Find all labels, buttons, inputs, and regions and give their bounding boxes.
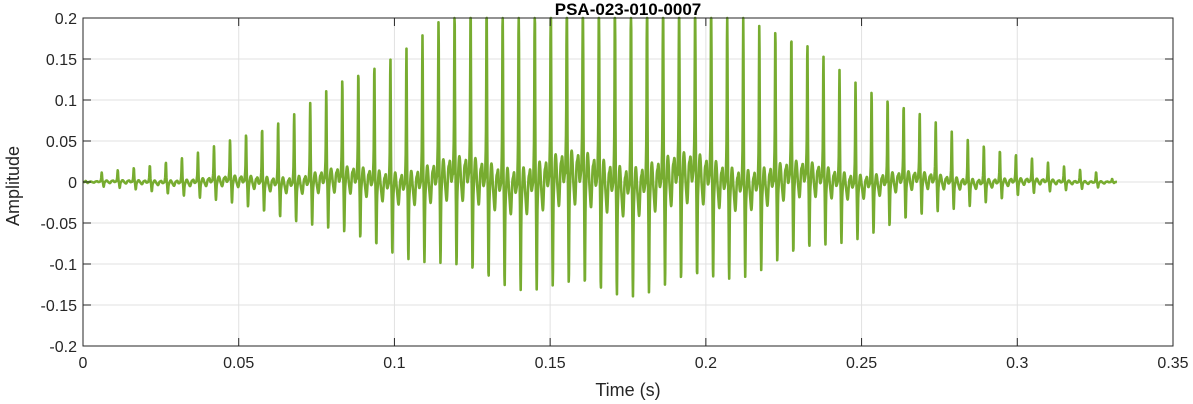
y-tick-label: -0.2: [49, 339, 77, 356]
x-tick-label: 0.15: [535, 355, 566, 372]
y-axis-label: Amplitude: [3, 146, 23, 226]
x-axis-label: Time (s): [595, 380, 660, 400]
series-layer: [81, 16, 1118, 298]
y-tick-label: 0: [68, 175, 77, 192]
axis-ticks: [82, 17, 1174, 347]
x-tick-label: 0.1: [383, 355, 405, 372]
x-tick-label: 0.3: [1006, 355, 1028, 372]
x-tick-label: 0.2: [695, 355, 717, 372]
chart-title: PSA-023-010-0007: [555, 0, 701, 19]
y-tick-label: -0.05: [41, 216, 78, 233]
y-tick-label: 0.1: [55, 93, 77, 110]
y-tick-label: 0.15: [46, 52, 77, 69]
amplitude-series-line: [81, 16, 1118, 298]
y-tick-label: 0.05: [46, 134, 77, 151]
y-tick-label: -0.15: [41, 298, 78, 315]
x-tick-label: 0.35: [1157, 355, 1188, 372]
y-tick-label: -0.1: [49, 257, 77, 274]
x-tick-label: 0.25: [846, 355, 877, 372]
tick-labels: 0 0.05 0.1 0.15 0.2 0.25 0.3 0.35 0.2 0.15 0.1 0.05…: [41, 11, 1189, 372]
x-tick-label: 0.05: [223, 355, 254, 372]
x-tick-label: 0: [79, 355, 88, 372]
y-tick-label: 0.2: [55, 11, 77, 28]
